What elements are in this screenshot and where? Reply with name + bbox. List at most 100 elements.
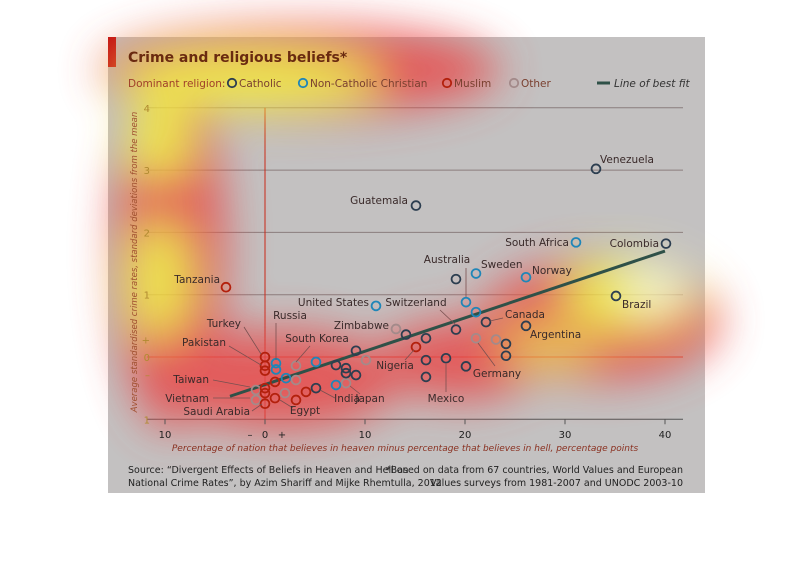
leader-line <box>319 389 336 399</box>
data-point-united-states <box>370 300 382 312</box>
data-point <box>269 376 281 388</box>
data-point <box>259 382 271 394</box>
x-tick-label: 0 <box>262 430 268 441</box>
data-point <box>290 374 302 386</box>
y-tick-label: + <box>142 336 150 347</box>
data-point-norway <box>520 271 532 283</box>
data-point-sweden <box>470 268 482 279</box>
data-point-egypt <box>269 392 281 404</box>
y-tick-label: 3 <box>144 166 150 177</box>
legend-fit-label: Line of best fit <box>614 78 691 90</box>
x-tick-label: 40 <box>659 430 672 441</box>
data-point <box>460 361 472 372</box>
data-point <box>350 345 362 357</box>
point-label: Saudi Arabia <box>183 406 250 418</box>
data-point <box>280 372 292 384</box>
data-point <box>330 359 342 371</box>
data-point-switzerland <box>450 324 462 335</box>
point-label: Egypt <box>290 405 320 417</box>
data-point-argentina <box>520 320 532 332</box>
legend-item-other: Other <box>521 78 551 90</box>
leader-line <box>477 342 496 367</box>
x-tick-label: 10 <box>359 430 372 441</box>
data-point-saudi-arabia <box>259 398 271 410</box>
point-label: Turkey <box>206 318 241 330</box>
point-label: Colombia <box>610 238 659 250</box>
data-point-canada <box>480 316 492 328</box>
point-labels: Venezuela Guatemala South Africa Colombia Au… <box>165 154 659 418</box>
legend-item-muslim: Muslim <box>454 78 491 90</box>
y-tick-label: 1 <box>144 415 150 426</box>
legend-swatch-muslim <box>441 77 453 89</box>
data-point <box>259 365 271 377</box>
point-label: Sweden <box>481 259 523 271</box>
data-point <box>400 329 412 340</box>
legend-swatch-catholic <box>226 77 238 89</box>
point-label: Nigeria <box>376 360 414 372</box>
y-tick-label: 2 <box>144 228 150 239</box>
leader-line <box>228 345 262 366</box>
data-point <box>340 367 352 379</box>
data-point <box>340 362 352 374</box>
leader-line <box>212 379 251 388</box>
data-point-tanzania <box>220 281 232 293</box>
leader-line <box>243 326 262 355</box>
data-point-south-korea <box>310 356 322 368</box>
point-label: Zimbabwe <box>334 320 389 332</box>
point-label: Tanzania <box>173 274 220 286</box>
legend: Catholic Non-Catholic Christian Muslim Othe… <box>226 77 551 90</box>
leader-line <box>439 309 457 326</box>
best-fit-line-layer <box>229 249 666 398</box>
data-point <box>450 273 462 285</box>
x-tick-label: 20 <box>459 430 472 441</box>
data-point <box>360 354 372 366</box>
chart-title: Crime and religious beliefs* <box>128 50 348 66</box>
y-tick-label: 1 <box>144 291 150 302</box>
point-label: Australia <box>424 254 470 266</box>
point-label: Pakistan <box>182 337 226 349</box>
legend-label: Dominant religion: <box>128 78 225 90</box>
data-point <box>470 306 482 318</box>
data-points <box>220 163 672 410</box>
title-accent-bar <box>108 37 116 67</box>
point-label: Argentina <box>530 329 581 341</box>
data-point-guatemala <box>410 200 422 211</box>
data-point <box>270 364 282 375</box>
x-tick-label: 10 <box>159 430 172 441</box>
footnote: *Based on data from 67 countries, World … <box>386 465 683 489</box>
data-point-pakistan <box>259 360 271 372</box>
gridlines <box>147 107 683 420</box>
data-point-australia <box>460 296 472 308</box>
data-point <box>279 387 291 399</box>
data-point-venezuela <box>590 163 602 175</box>
data-point-japan <box>340 377 352 389</box>
data-point-india <box>330 379 342 391</box>
data-point-zimbabwe <box>390 323 402 335</box>
leader-line <box>279 399 294 409</box>
data-point-nigeria <box>410 341 422 353</box>
legend-item-catholic: Catholic <box>239 78 282 90</box>
data-point-mexico <box>440 352 452 364</box>
leader-line <box>489 317 504 322</box>
point-label: Switzerland <box>385 297 446 309</box>
x-tick-label: – <box>248 430 253 441</box>
data-point <box>300 386 312 398</box>
data-point <box>490 334 502 345</box>
x-axis-label: Percentage of nation that believes in he… <box>172 444 639 454</box>
data-point <box>259 387 271 399</box>
data-point-germany <box>470 333 482 344</box>
data-point <box>420 333 432 344</box>
legend-swatch-noncath <box>297 77 309 89</box>
leader-line <box>404 349 415 361</box>
data-point <box>290 360 302 372</box>
point-label: Venezuela <box>600 154 654 166</box>
data-point <box>420 354 432 366</box>
point-label: Japan <box>354 393 384 405</box>
point-label: Taiwan <box>172 374 209 386</box>
leader-line <box>251 403 263 412</box>
x-tick-label: + <box>278 430 286 441</box>
data-point-vietnam <box>250 394 262 406</box>
data-point <box>310 382 322 394</box>
